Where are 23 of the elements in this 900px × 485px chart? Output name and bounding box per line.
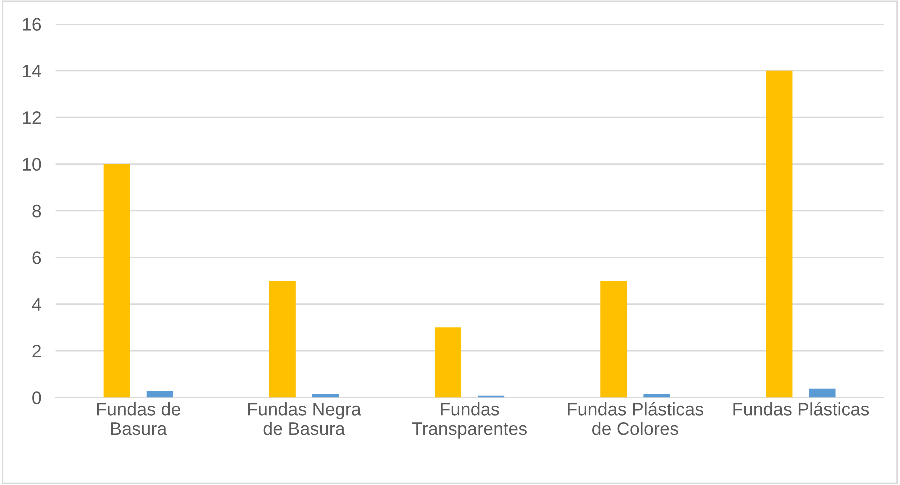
x-tick-label: Fundas Negra de Basura bbox=[248, 402, 362, 436]
y-tick-label: 2 bbox=[32, 344, 42, 358]
bar bbox=[644, 394, 670, 398]
y-tick-label: 16 bbox=[23, 18, 42, 31]
bar bbox=[809, 388, 836, 398]
bar bbox=[104, 164, 130, 398]
bar bbox=[766, 70, 793, 398]
y-tick-label: 0 bbox=[32, 392, 42, 404]
x-tick-label: Fundas Plásticas de Colores bbox=[568, 402, 704, 436]
y-tick-label: 6 bbox=[32, 252, 42, 264]
bar bbox=[146, 391, 174, 398]
x-tick-label: Fundas Transparentes bbox=[412, 402, 528, 439]
y-tick-label: 14 bbox=[23, 65, 42, 78]
x-tick-label: Fundas Plásticas bbox=[734, 402, 870, 416]
y-tick-label: 10 bbox=[23, 158, 42, 172]
y-tick-label: 8 bbox=[32, 204, 42, 218]
y-tick-label: 12 bbox=[23, 112, 42, 124]
x-tick-label: Fundas de Basura bbox=[97, 402, 180, 436]
bar bbox=[600, 280, 628, 398]
bar bbox=[269, 280, 296, 398]
y-tick-label: 4 bbox=[32, 298, 42, 311]
bar bbox=[435, 328, 462, 398]
bar bbox=[312, 394, 339, 398]
